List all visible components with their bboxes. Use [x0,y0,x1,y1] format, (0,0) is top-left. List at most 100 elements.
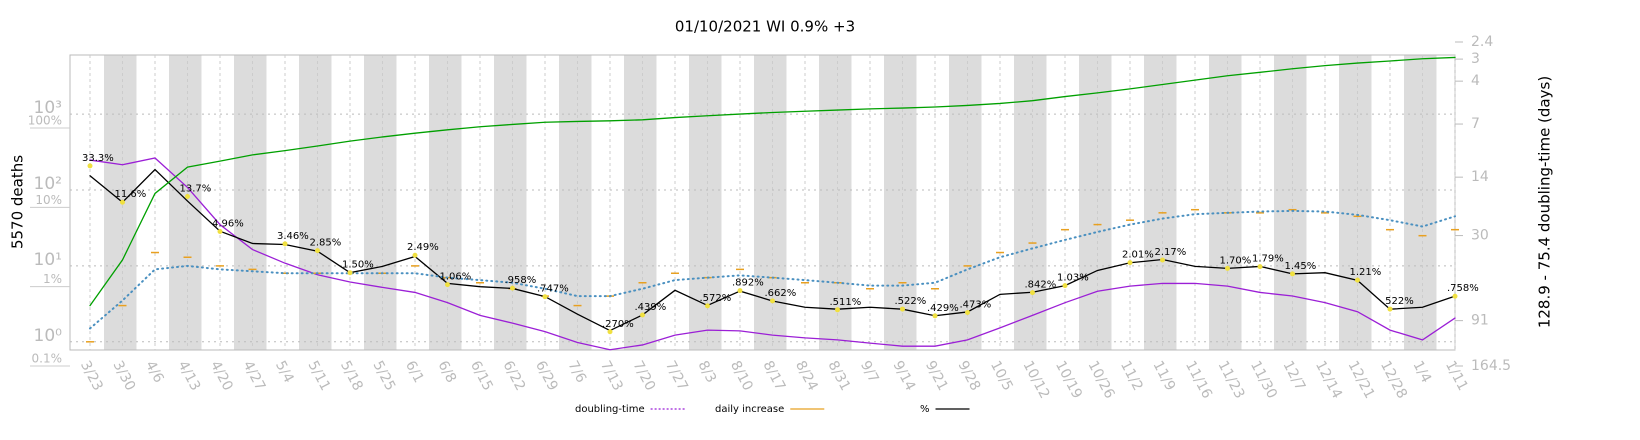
annotation-point [315,248,320,254]
legend-label: doubling-time [575,404,645,415]
y-tick-label: 10¹ [34,250,62,270]
annotation-point [607,329,613,335]
annotation-label: .270% [602,319,634,330]
x-tick-label: 1/4 [1409,358,1434,385]
x-tick-label: 8/24 [792,358,821,393]
annotation-label: .572% [700,293,732,304]
annotation-point [900,306,905,312]
x-tick-label: 7/13 [597,358,626,393]
legend-label: daily increase [715,404,784,415]
week-band [819,55,852,350]
x-tick-label: 11/16 [1182,358,1215,401]
annotation-point [1160,257,1165,263]
annotation-point [1030,290,1035,296]
annotation-label: .758% [1447,283,1479,294]
annotation-point [120,199,125,205]
annotation-label: 13.7% [180,183,212,194]
y-tick-label: 10⁰ [34,326,63,346]
x-tick-label: 5/4 [272,358,297,385]
annotation-label: 33.3% [82,153,114,164]
x-tick-label: 12/28 [1377,358,1410,401]
week-band [1014,55,1047,350]
annotation-label: 2.17% [1155,247,1187,258]
annotation-point [1062,283,1068,289]
annotation-label: 1.45% [1285,261,1317,272]
annotation-point [542,294,548,300]
y-tick-label: 10² [34,174,62,194]
x-tick-label: 4/20 [207,358,236,393]
week-band [884,55,917,350]
y2-tick-label: 7 [1471,116,1480,132]
annotation-point [640,312,645,318]
x-tick-label: 12/21 [1344,358,1377,401]
annotation-point [185,193,190,199]
x-tick-label: 3/23 [77,358,106,393]
annotation-point [1355,277,1360,283]
x-tick-label: 4/6 [142,358,167,385]
annotation-point [510,285,515,291]
annotation-label: .747% [537,284,569,295]
x-tick-label: 11/23 [1214,358,1247,401]
week-band [754,55,787,350]
y2-tick-label: 164.5 [1471,358,1511,374]
week-band [1144,55,1177,350]
week-band [949,55,982,350]
plot-frame [69,54,1456,351]
week-band [429,55,462,350]
y2-tick-label: 91 [1471,313,1489,329]
annotation-point [445,282,450,288]
annotation-point [1257,264,1263,270]
x-tick-label: 9/14 [889,358,918,393]
annotation-point [705,303,710,309]
annotation-label: 11.6% [115,189,147,200]
x-tick-label: 1/11 [1442,358,1471,393]
x-tick-label: 9/21 [922,358,951,393]
annotation-label: .473% [960,299,992,310]
annotation-label: 1.03% [1057,273,1089,284]
annotation-point [282,241,288,247]
y-axis-label: 5570 deaths [9,155,27,249]
annotation-label: 2.01% [1122,250,1154,261]
x-tick-label: 8/17 [759,358,788,393]
x-tick-label: 11/9 [1149,358,1178,393]
x-tick-label: 5/25 [369,358,398,393]
annotation-point [1127,260,1133,266]
x-tick-label: 6/22 [499,358,528,393]
y2-tick-label: 3 [1471,51,1480,67]
annotation-label: 1.21% [1350,267,1382,278]
x-tick-label: 9/28 [954,358,983,393]
x-tick-label: 3/30 [109,358,138,393]
x-tick-label: 8/10 [727,358,756,393]
annotation-label: 1.70% [1220,255,1252,266]
x-tick-label: 10/12 [1019,358,1052,401]
x-tick-label: 4/13 [174,358,203,393]
week-band [1274,55,1307,350]
annotation-point [217,228,223,234]
week-band [169,55,202,350]
annotation-point [347,270,353,276]
week-band [299,55,332,350]
x-tick-label: 6/29 [532,358,561,393]
annotation-label: .958% [505,275,537,286]
x-tick-label: 12/14 [1312,358,1345,401]
annotation-label: .511% [830,297,862,308]
annotation-point [1225,265,1230,271]
annotation-label: .892% [732,278,764,289]
week-band [624,55,657,350]
annotation-point [932,313,938,319]
week-band [1404,55,1437,350]
y2-tick-label: 14 [1471,169,1489,185]
pct-tick-label: 100% [28,114,62,128]
x-tick-label: 10/19 [1052,358,1085,401]
week-band [1079,55,1112,350]
series-line [89,157,1456,351]
week-band [1209,55,1242,350]
annotation-label: .842% [1025,280,1057,291]
x-tick-label: 7/6 [564,358,589,385]
x-tick-label: 6/1 [402,358,427,385]
y2-tick-label: 4 [1471,73,1480,89]
x-tick-label: 9/7 [857,358,882,385]
annotation-point [770,298,775,304]
week-band [689,55,722,350]
y2-tick-label: 2.4 [1471,34,1493,50]
